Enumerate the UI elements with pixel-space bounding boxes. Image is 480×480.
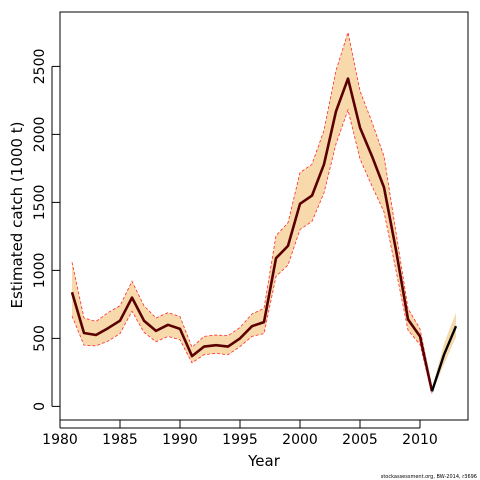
source-footnote: stockassessment.org, BW-2014, r3696: [381, 474, 477, 480]
estimate-line: [70, 77, 434, 392]
plot-frame: [59, 11, 469, 421]
confidence-band: [72, 32, 432, 394]
y-tick-label: 1500: [32, 185, 48, 221]
x-axis-title: Year: [247, 452, 281, 470]
x-tick-label: 2005: [342, 432, 378, 448]
y-tick-label: 0: [32, 402, 48, 411]
confidence-band-layer: [72, 32, 456, 394]
y-tick-label: 1000: [32, 253, 48, 289]
y-axis: 0 500 1000 1500 2000 2500: [32, 49, 60, 411]
x-tick-label: 2010: [402, 432, 438, 448]
lower-bound-line: [71, 108, 433, 394]
x-tick-label: 1980: [42, 432, 78, 448]
x-axis: 1980 1985 1990 1995 2000 2005 2010: [42, 420, 438, 448]
x-tick-label: 1985: [102, 432, 138, 448]
y-tick-label: 500: [32, 325, 48, 352]
y-tick-label: 2500: [32, 49, 48, 85]
x-tick-label: 1990: [162, 432, 198, 448]
y-axis-title: Estimated catch (1000 t): [8, 122, 26, 309]
upper-bound-line: [71, 30, 433, 389]
x-tick-label: 2000: [282, 432, 318, 448]
y-tick-label: 2000: [32, 117, 48, 153]
x-tick-label: 1995: [222, 432, 258, 448]
observed-line: [430, 325, 458, 392]
series-lines-layer: [70, 30, 458, 394]
